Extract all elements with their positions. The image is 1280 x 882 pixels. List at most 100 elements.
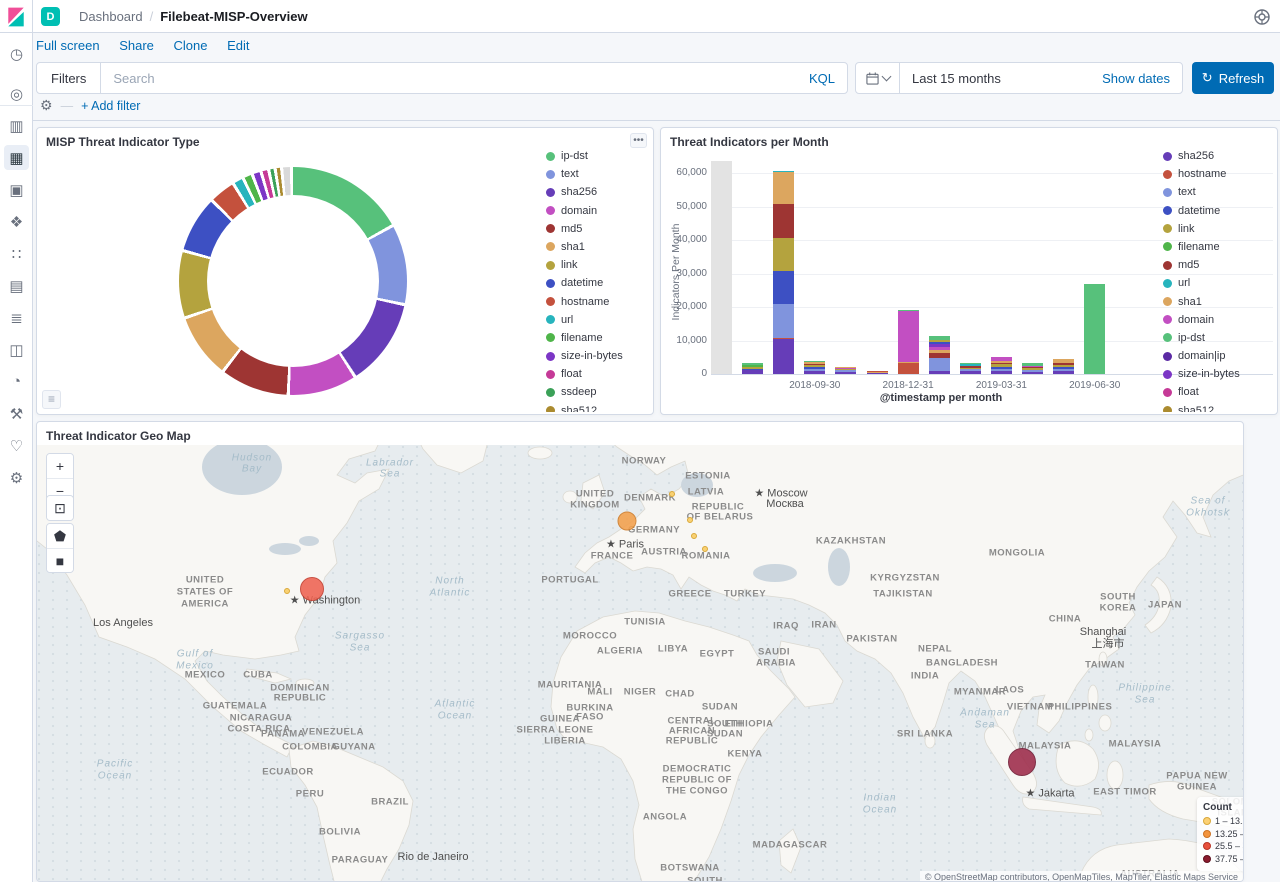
legend-item[interactable]: url	[546, 314, 650, 326]
legend-item[interactable]: domain	[546, 205, 650, 217]
share-link[interactable]: Share	[119, 38, 154, 53]
legend-item[interactable]: text	[1163, 186, 1275, 198]
bar-segment-domain[interactable]	[1022, 365, 1043, 367]
bar-segment-hostname[interactable]	[897, 362, 919, 374]
bar-segment-hostname[interactable]	[773, 338, 795, 340]
bar-segment-ip-dst[interactable]	[1022, 363, 1043, 366]
bar-partial-bucket[interactable]	[711, 161, 732, 374]
legend-item[interactable]: hostname	[546, 296, 650, 308]
bar-segment-hostname[interactable]	[866, 370, 888, 372]
kql-toggle[interactable]: KQL	[808, 70, 835, 86]
bar-segment-text[interactable]	[990, 368, 1012, 371]
bar-segment-md5[interactable]	[990, 362, 1012, 365]
legend-item[interactable]: domain|ip	[1163, 350, 1275, 362]
bar-segment-ip-dst[interactable]	[742, 363, 764, 366]
bar-segment-md5[interactable]	[959, 366, 981, 368]
bar-segment-domain[interactable]	[897, 310, 919, 362]
filters-button[interactable]: Filters	[37, 63, 102, 93]
legend-item[interactable]: float	[546, 368, 650, 380]
machine-learning-icon[interactable]: ∷	[11, 245, 22, 263]
bar-segment-text[interactable]	[804, 368, 826, 372]
legend-item[interactable]: size-in-bytes	[1163, 368, 1275, 380]
calendar-button[interactable]	[856, 63, 900, 93]
map-data-bubble[interactable]	[300, 577, 324, 601]
bar-segment-sha256[interactable]	[835, 371, 857, 374]
visualize-icon[interactable]: ▥	[9, 117, 24, 135]
uptime-icon[interactable]: ◔	[11, 373, 22, 390]
map-data-bubble[interactable]	[1008, 748, 1036, 776]
edit-link[interactable]: Edit	[227, 38, 250, 53]
legend-item[interactable]: domain	[1163, 314, 1275, 326]
legend-item[interactable]: float	[1163, 386, 1275, 398]
legend-item[interactable]: sha256	[546, 186, 650, 198]
legend-item[interactable]: hostname	[1163, 168, 1275, 180]
legend-item[interactable]: size-in-bytes	[546, 350, 650, 362]
monitoring-icon[interactable]: ♡	[9, 437, 24, 455]
bar-segment-filename[interactable]	[742, 365, 764, 367]
discover-icon[interactable]: ◎	[9, 85, 24, 103]
legend-item[interactable]: ip-dst	[1163, 332, 1275, 344]
bar-segment-sha256[interactable]	[773, 339, 795, 374]
bar-segment-link[interactable]	[1022, 368, 1043, 370]
bar-segment-url[interactable]	[959, 364, 981, 367]
bar-segment-link[interactable]	[804, 365, 826, 367]
bar-segment-text[interactable]	[928, 357, 950, 371]
clone-link[interactable]: Clone	[173, 38, 208, 53]
bar-segment-text[interactable]	[1022, 369, 1043, 372]
legend-item[interactable]: md5	[1163, 259, 1275, 271]
canvas-icon[interactable]: ▣	[9, 181, 24, 199]
legend-item[interactable]: sha1	[1163, 296, 1275, 308]
bar-segment-datetime[interactable]	[1053, 367, 1075, 369]
map-data-bubble[interactable]	[617, 511, 637, 531]
bar-segment-sha1[interactable]	[1053, 358, 1075, 364]
infrastructure-icon[interactable]: ▤	[9, 277, 24, 295]
bar-segment-sha1[interactable]	[804, 362, 826, 364]
map-data-dot[interactable]	[691, 533, 697, 539]
bar-segment-ip-dst[interactable]	[804, 360, 826, 363]
bar-segment-size-in-bytes[interactable]	[928, 344, 950, 347]
legend-item[interactable]: ssdeep	[546, 386, 650, 398]
bar-segment-sha1[interactable]	[990, 361, 1012, 363]
crop-tool-button[interactable]: ⊡	[47, 496, 73, 520]
bar-segment-sha1[interactable]	[897, 361, 919, 363]
bar-segment-text[interactable]	[773, 303, 795, 339]
map-data-dot[interactable]	[284, 588, 290, 594]
legend-item[interactable]: datetime	[1163, 205, 1275, 217]
management-icon[interactable]: ⚙	[9, 469, 24, 487]
bar-segment-text[interactable]	[835, 370, 857, 372]
panel-options-button[interactable]: •••	[630, 133, 647, 148]
bar-chart[interactable]: Indicators Per Month @timestamp per mont…	[661, 128, 1277, 414]
bar-segment-datetime[interactable]	[928, 341, 950, 345]
bar-segment-sha256[interactable]	[959, 371, 981, 374]
map-canvas[interactable]: NORWAY ESTONIA LATVIA DENMARK REPUBLIC OF BEL…	[37, 445, 1243, 881]
maps-icon[interactable]: ❖	[9, 213, 24, 231]
bar-segment-md5[interactable]	[1053, 363, 1075, 365]
legend-item[interactable]: sha512	[1163, 405, 1275, 412]
full-screen-link[interactable]: Full screen	[36, 38, 100, 53]
bar-segment-datetime[interactable]	[773, 271, 795, 304]
bar-segment-ip-dst[interactable]	[959, 362, 981, 365]
breadcrumb-section[interactable]: Dashboard	[79, 9, 143, 24]
show-dates-link[interactable]: Show dates	[1102, 70, 1170, 86]
legend-item[interactable]: ip-dst	[546, 150, 650, 162]
bar-segment-sha1[interactable]	[928, 350, 950, 354]
dev-tools-icon[interactable]: ⚒	[9, 405, 24, 423]
bar-segment-link[interactable]	[835, 368, 857, 371]
bar-segment-md5[interactable]	[773, 204, 795, 238]
bar-segment-sha256[interactable]	[990, 370, 1012, 374]
bar-segment-sha256[interactable]	[1022, 371, 1043, 374]
add-filter-link[interactable]: + Add filter	[81, 98, 141, 113]
legend-item[interactable]: url	[1163, 277, 1275, 289]
bar-segment-link[interactable]	[1053, 364, 1075, 368]
bar-segment-link[interactable]	[742, 366, 764, 369]
map-data-dot[interactable]	[702, 546, 708, 552]
bar-segment-link[interactable]	[959, 367, 981, 370]
bar-segment-sha256[interactable]	[866, 372, 888, 374]
bar-segment-sha1[interactable]	[866, 371, 888, 373]
bar-segment-domain[interactable]	[928, 346, 950, 351]
kibana-logo-strip[interactable]	[0, 0, 33, 33]
bar-segment-md5[interactable]	[928, 353, 950, 358]
bar-segment-sha256[interactable]	[1053, 370, 1075, 374]
legend-toggle-button[interactable]: ≡	[42, 390, 61, 409]
legend-item[interactable]: text	[546, 168, 650, 180]
